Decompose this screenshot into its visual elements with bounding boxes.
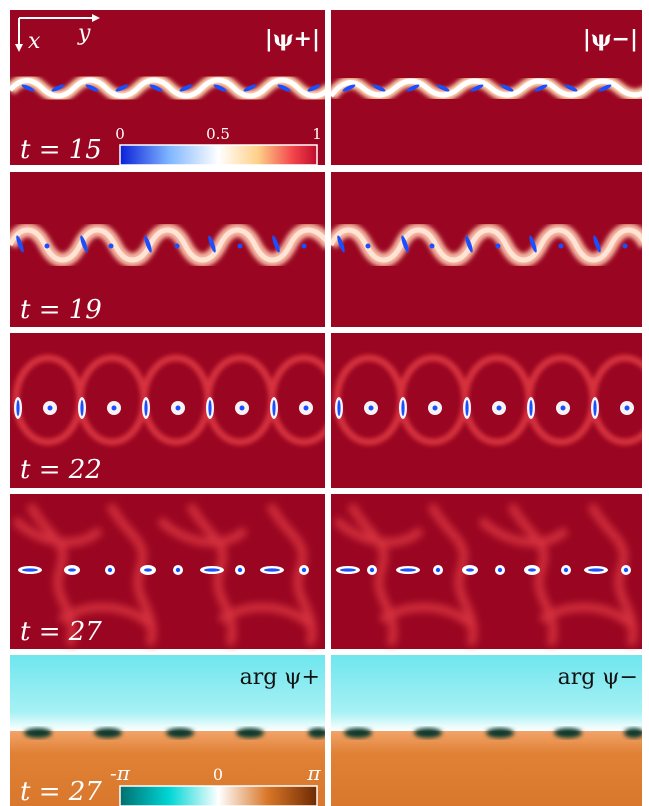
phase-tick-pi: π	[306, 761, 321, 785]
row-3: t = 22	[10, 333, 642, 488]
cores-r4-right	[331, 565, 642, 575]
amplitude-tick-1: 1	[312, 125, 322, 143]
time-label-r1: t = 15	[20, 135, 102, 165]
time-label-r4: t = 27	[20, 617, 102, 647]
panel-title-psi-minus-amp: |ψ−|	[583, 26, 638, 52]
phase-colorbar: -π 0 π	[110, 761, 321, 806]
phase-panel-right-top	[331, 655, 642, 731]
amplitude-tick-0: 0	[115, 125, 125, 143]
soliton-r1-left	[10, 74, 325, 102]
cores-r3-left	[14, 397, 313, 419]
amplitude-colorbar: 0 0.5 1	[115, 125, 322, 166]
row-4: t = 27	[10, 494, 642, 649]
snake-r2-left	[10, 223, 325, 267]
phase-panel-right-bottom	[331, 731, 642, 806]
panel-title-psi-minus-phase: arg ψ−	[558, 665, 638, 690]
phase-colorbar-gradient	[119, 785, 318, 806]
snake-r2-right	[331, 223, 642, 267]
phase-defects-right	[344, 728, 642, 738]
time-label-r5: t = 27	[20, 777, 102, 806]
time-label-r2: t = 19	[20, 295, 102, 325]
x-axis-label: x	[28, 29, 41, 54]
phase-tick-0: 0	[213, 765, 223, 784]
time-label-r3: t = 22	[20, 455, 102, 485]
panel-r2-left	[10, 172, 325, 327]
cores-r4-left	[10, 565, 325, 575]
cores-r3-right	[335, 397, 634, 419]
axes-indicator	[15, 14, 100, 52]
amplitude-tick-mid: 0.5	[206, 125, 230, 143]
y-axis-label: y	[77, 21, 91, 46]
soliton-r1-right	[331, 75, 642, 101]
amplitude-colorbar-gradient	[119, 144, 318, 166]
row-5: arg ψ+ arg ψ− t = 27 -π 0 π	[10, 655, 642, 806]
row-1: x y |ψ+| |ψ−| t = 15 0 0.5 1	[10, 10, 642, 166]
phase-panel-left-top	[10, 655, 325, 731]
panel-r2-right	[331, 172, 642, 327]
phase-defects-left	[24, 728, 325, 738]
panel-title-psi-plus-amp: |ψ+|	[265, 26, 320, 52]
row-2: t = 19	[10, 172, 642, 327]
phase-tick-neg-pi: -π	[110, 761, 131, 785]
panel-title-psi-plus-phase: arg ψ+	[240, 665, 320, 690]
